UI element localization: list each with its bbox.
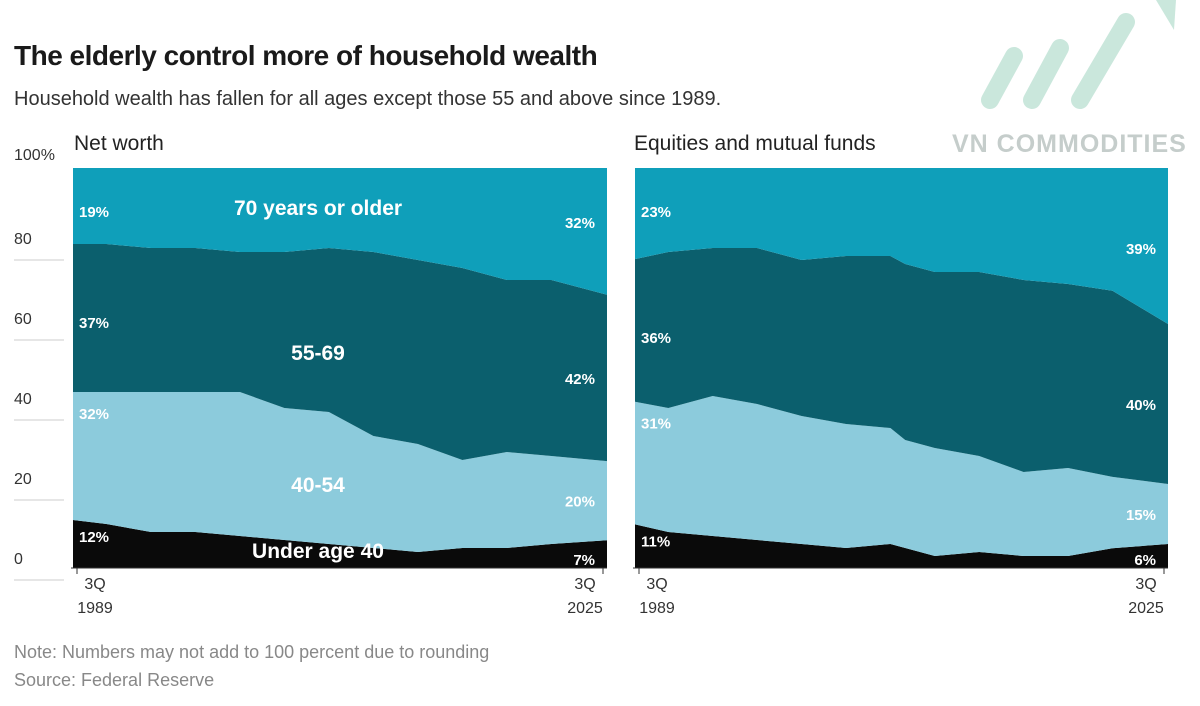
x-tick-quarter: 3Q	[646, 576, 667, 593]
series-label-under-40: Under age 40	[252, 540, 384, 563]
label-40-54-start: 32%	[79, 406, 109, 423]
label-40-54-end: 15%	[1126, 507, 1156, 524]
equities-panel: Equities and mutual funds 3Q 1989 3Q 2025 11%…	[633, 132, 1168, 617]
y-tick-label: 0	[14, 551, 23, 568]
label-70-plus-end: 39%	[1126, 241, 1156, 258]
label-under-40-start: 11%	[641, 533, 670, 550]
x-tick-year: 1989	[639, 600, 675, 617]
series-label-40-54: 40-54	[291, 474, 345, 497]
y-tick-label: 40	[14, 391, 32, 408]
label-under-40-end: 6%	[1134, 552, 1156, 569]
x-tick-year: 2025	[567, 600, 603, 617]
area-under-40-0	[73, 520, 607, 568]
area-40-54-0	[73, 392, 607, 552]
label-40-54-end: 20%	[565, 494, 595, 511]
x-tick-quarter: 3Q	[84, 576, 105, 593]
area-55-69-0	[73, 244, 607, 462]
label-55-69-end: 42%	[565, 371, 595, 388]
chart-note: Note: Numbers may not add to 100 percent…	[14, 642, 490, 662]
x-tick-quarter: 3Q	[574, 576, 595, 593]
x-tick-year: 1989	[77, 600, 113, 617]
series-label-70-plus: 70 years or older	[234, 197, 402, 220]
area-70-plus-1	[635, 168, 1168, 324]
y-tick-label: 100%	[14, 147, 55, 164]
chart-subtitle: Household wealth has fallen for all ages…	[14, 88, 722, 110]
panel-title: Net worth	[74, 132, 164, 155]
watermark-logo	[981, 0, 1176, 109]
label-70-plus-start: 23%	[641, 204, 671, 221]
label-55-69-start: 36%	[641, 330, 671, 347]
area-55-69-1	[635, 248, 1168, 484]
label-70-plus-start: 19%	[79, 204, 109, 221]
y-tick-label: 60	[14, 311, 32, 328]
label-under-40-end: 7%	[573, 552, 595, 569]
chart-title: The elderly control more of household we…	[14, 40, 598, 71]
series-label-55-69: 55-69	[291, 342, 345, 365]
chart-source: Source: Federal Reserve	[14, 670, 215, 690]
net-worth-panel: Net worth 100% 80 60 40 20 0 3Q 1989 3Q 2025 12% 7% 3…	[14, 132, 607, 617]
watermark-text: VN COMMODITIES	[952, 130, 1187, 158]
area-70-plus-0	[73, 168, 607, 295]
label-70-plus-end: 32%	[565, 215, 595, 232]
y-tick-label: 80	[14, 231, 32, 248]
area-under-40-1	[635, 524, 1168, 568]
y-tick-label: 20	[14, 471, 32, 488]
label-40-54-start: 31%	[641, 416, 671, 433]
area-40-54-1	[635, 396, 1168, 556]
x-tick-quarter: 3Q	[1135, 576, 1156, 593]
label-55-69-start: 37%	[79, 315, 109, 332]
panel-title: Equities and mutual funds	[634, 132, 876, 155]
x-tick-year: 2025	[1128, 600, 1164, 617]
label-under-40-start: 12%	[79, 529, 109, 546]
label-55-69-end: 40%	[1126, 397, 1156, 414]
